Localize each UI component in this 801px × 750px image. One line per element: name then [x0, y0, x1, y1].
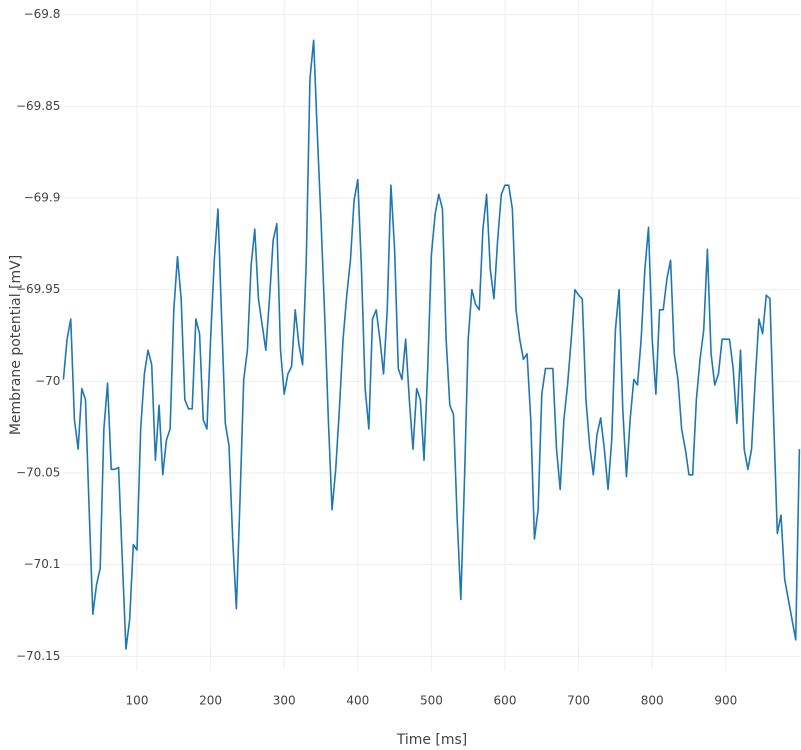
y-tick-label: −69.8 [24, 7, 61, 21]
x-tick-label: 200 [199, 694, 222, 708]
y-tick-label: −69.95 [16, 282, 60, 296]
y-tick-label: −70.1 [24, 557, 61, 571]
x-tick-label: 600 [494, 694, 517, 708]
x-tick-label: 800 [641, 694, 664, 708]
y-tick-label: −69.85 [16, 99, 60, 113]
x-tick-label: 700 [567, 694, 590, 708]
y-tick-label: −69.9 [24, 191, 61, 205]
y-axis-title: Membrane potential [mV] [8, 255, 24, 435]
line-series [62, 39, 801, 650]
x-tick-label: 900 [714, 694, 737, 708]
x-tick-label: 300 [273, 694, 296, 708]
x-tick-label: 400 [346, 694, 369, 708]
y-tick-label: −70.15 [16, 649, 60, 663]
x-tick-label: 100 [126, 694, 149, 708]
y-tick-label: −70.05 [16, 466, 60, 480]
x-tick-label: 500 [420, 694, 443, 708]
x-axis-title: Time [ms] [396, 732, 468, 748]
y-tick-label: −70 [35, 374, 60, 388]
